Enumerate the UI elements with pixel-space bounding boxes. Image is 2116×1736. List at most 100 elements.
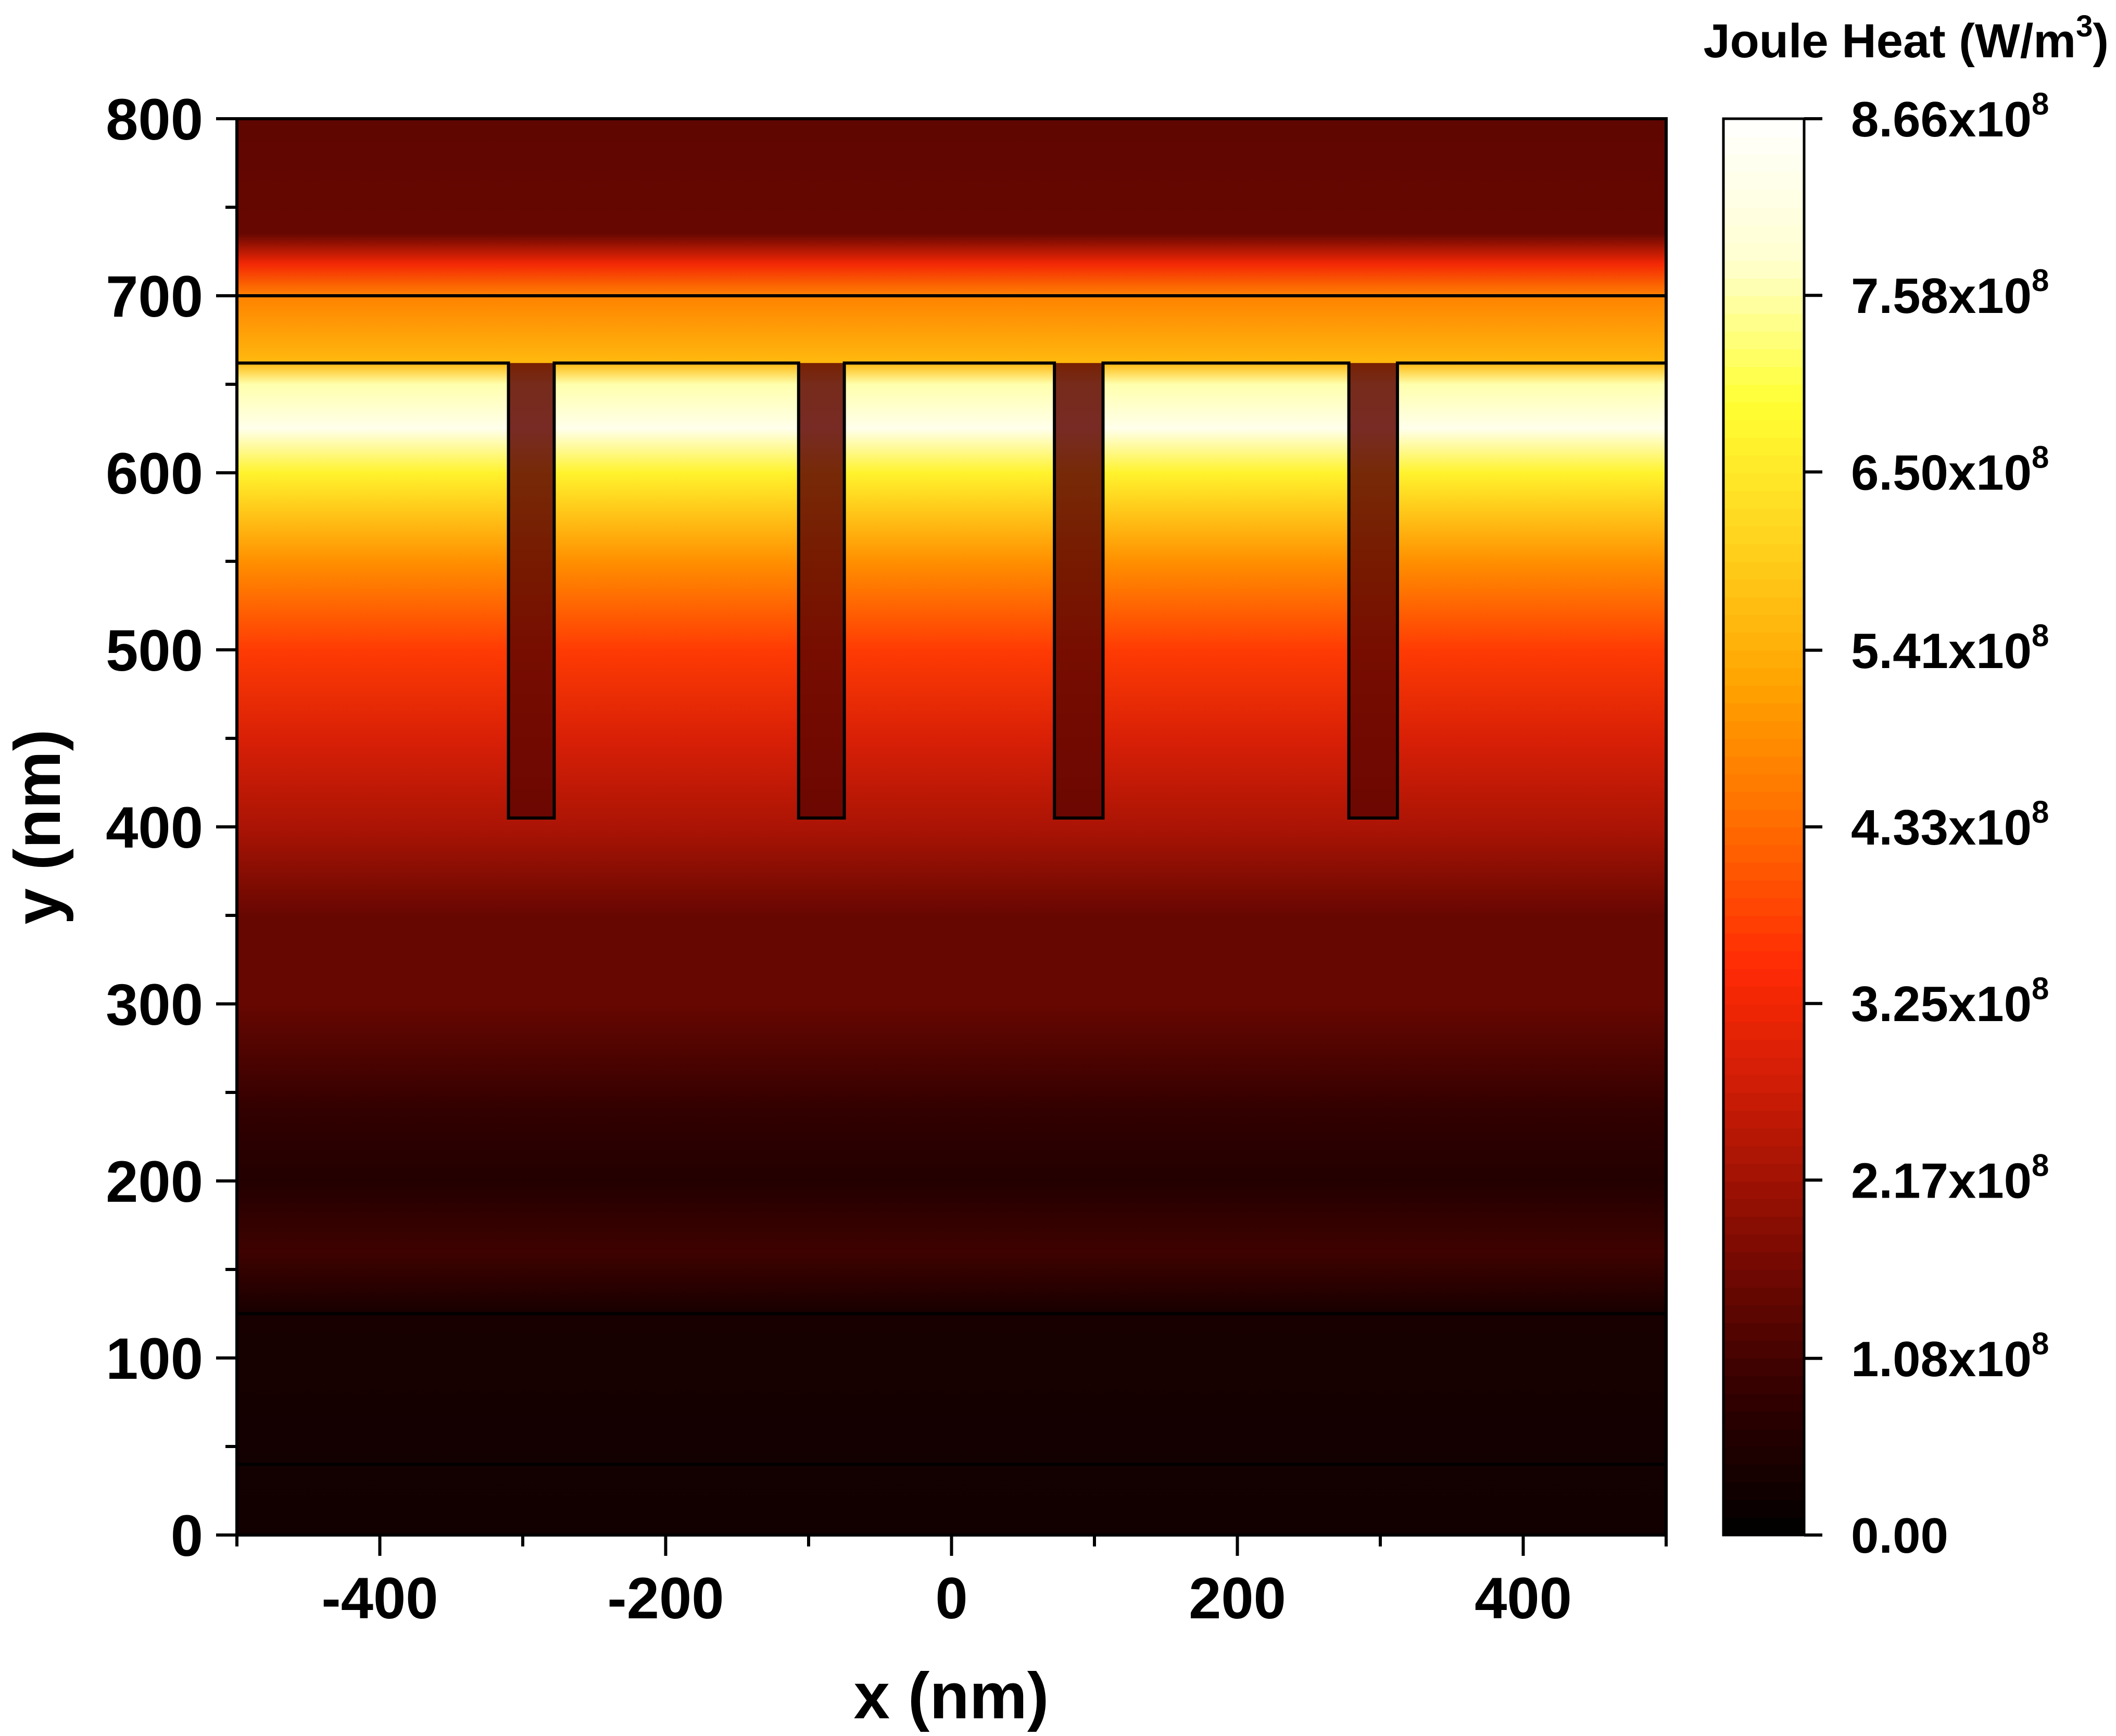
colorbar-swatch — [1723, 1269, 1804, 1288]
colorbar-swatch — [1723, 1287, 1804, 1305]
heatmap-field — [237, 119, 1666, 1535]
groove-field — [1349, 363, 1397, 818]
y-tick-label: 300 — [106, 972, 203, 1037]
colorbar-swatch — [1723, 668, 1804, 686]
colorbar-swatch — [1723, 1482, 1804, 1500]
y-tick-label: 500 — [106, 618, 203, 683]
colorbar-swatch — [1723, 172, 1804, 190]
colorbar-swatch — [1723, 349, 1804, 367]
y-tick-label: 0 — [171, 1503, 203, 1568]
colorbar-tick-exponent: 8 — [2032, 795, 2049, 829]
colorbar-swatch — [1723, 986, 1804, 1004]
colorbar-swatch — [1723, 313, 1804, 332]
x-axis: -400 -200 0 200 400 — [235, 1535, 1668, 1631]
colorbar-swatch — [1723, 1022, 1804, 1040]
colorbar-tick-label: 1.08x108 — [1851, 1326, 2049, 1387]
colorbar-swatch — [1723, 490, 1804, 509]
colorbar-swatch — [1723, 1039, 1804, 1058]
colorbar-tick-mantissa: 5.41x10 — [1851, 623, 2032, 679]
colorbar-swatch — [1723, 1393, 1804, 1412]
colorbar-swatch — [1723, 1252, 1804, 1270]
colorbar-swatch — [1723, 951, 1804, 969]
colorbar-title: Joule Heat (W/m3) — [1703, 9, 2109, 68]
grating-outline — [237, 361, 1666, 820]
colorbar-tick-mantissa: 3.25x10 — [1851, 976, 2032, 1032]
colorbar-tick-exponent: 8 — [2032, 86, 2049, 121]
colorbar-swatch — [1723, 1110, 1804, 1128]
colorbar-tick-mantissa: 6.50x10 — [1851, 445, 2032, 500]
colorbar-tick-mantissa: 4.33x10 — [1851, 800, 2032, 856]
colorbar-swatch — [1723, 738, 1804, 757]
colorbar-swatch — [1723, 579, 1804, 597]
colorbar-swatch — [1723, 915, 1804, 934]
y-tick-label: 800 — [106, 87, 203, 152]
y-tick-label: 700 — [106, 264, 203, 329]
colorbar-swatch — [1723, 1181, 1804, 1199]
colorbar-swatch — [1723, 968, 1804, 987]
colorbar-swatch — [1723, 190, 1804, 208]
colorbar-tick-exponent: 8 — [2032, 263, 2049, 298]
colorbar-swatch — [1723, 1199, 1804, 1217]
colorbar-swatch — [1723, 437, 1804, 456]
colorbar-swatch — [1723, 1163, 1804, 1181]
heatmap-background — [237, 119, 1666, 1535]
colorbar-swatch — [1723, 1004, 1804, 1022]
colorbar-tick-mantissa: 7.58x10 — [1851, 268, 2032, 324]
y-tick-label: 100 — [106, 1326, 203, 1391]
colorbar-swatch — [1723, 561, 1804, 580]
colorbar-swatch — [1723, 862, 1804, 880]
colorbar-swatch — [1723, 243, 1804, 261]
colorbar-swatch — [1723, 703, 1804, 721]
colorbar-swatch — [1723, 420, 1804, 438]
x-tick-label: 400 — [1475, 1566, 1572, 1631]
colorbar-swatch — [1723, 1464, 1804, 1482]
colorbar-swatch — [1723, 1075, 1804, 1093]
colorbar-tick-label: 6.50x108 — [1851, 439, 2049, 500]
colorbar-swatch — [1723, 827, 1804, 845]
colorbar-swatch — [1723, 1411, 1804, 1429]
colorbar-swatch — [1723, 402, 1804, 420]
colorbar-swatch — [1723, 1376, 1804, 1394]
colorbar-swatch — [1723, 119, 1804, 137]
colorbar-swatch — [1723, 933, 1804, 951]
x-axis-title: x (nm) — [854, 1660, 1049, 1732]
colorbar-swatch — [1723, 544, 1804, 562]
colorbar-tick-label: 0.00 — [1851, 1508, 1948, 1564]
colorbar-swatch — [1723, 614, 1804, 633]
colorbar-tick-mantissa: 0.00 — [1851, 1508, 1948, 1564]
colorbar-title-suffix: ) — [2093, 15, 2109, 68]
colorbar-swatch — [1723, 1234, 1804, 1252]
colorbar-swatch — [1723, 136, 1804, 155]
colorbar-tick-mantissa: 8.66x10 — [1851, 92, 2032, 147]
colorbar-swatch — [1723, 331, 1804, 349]
colorbar-tick-label: 4.33x108 — [1851, 795, 2049, 856]
colorbar-swatch — [1723, 473, 1804, 491]
colorbar-swatch — [1723, 1305, 1804, 1323]
colorbar-title-superscript: 3 — [2076, 9, 2093, 43]
colorbar-tick-label: 8.66x108 — [1851, 86, 2049, 147]
colorbar-swatch — [1723, 1057, 1804, 1075]
colorbar-swatch — [1723, 384, 1804, 402]
y-tick-label: 600 — [106, 441, 203, 506]
colorbar-swatch — [1723, 721, 1804, 739]
colorbar-swatch — [1723, 845, 1804, 863]
x-tick-label: 200 — [1189, 1566, 1286, 1631]
colorbar-swatch — [1723, 774, 1804, 792]
colorbar-swatch — [1723, 809, 1804, 827]
x-tick-label: 0 — [935, 1566, 967, 1631]
colorbar-swatch — [1723, 650, 1804, 668]
x-tick-label: -200 — [607, 1566, 724, 1631]
colorbar-swatch — [1723, 685, 1804, 703]
y-axis-title: y (nm) — [2, 729, 74, 925]
colorbar-swatch — [1723, 1128, 1804, 1146]
colorbar-swatch — [1723, 367, 1804, 385]
groove-field — [508, 363, 555, 818]
colorbar-swatch — [1723, 207, 1804, 225]
colorbar-swatch — [1723, 260, 1804, 279]
colorbar-swatch — [1723, 632, 1804, 650]
colorbar-swatch — [1723, 278, 1804, 296]
colorbar-tick-label: 7.58x108 — [1851, 263, 2049, 324]
colorbar-swatch — [1723, 1446, 1804, 1465]
colorbar-swatch — [1723, 1216, 1804, 1235]
